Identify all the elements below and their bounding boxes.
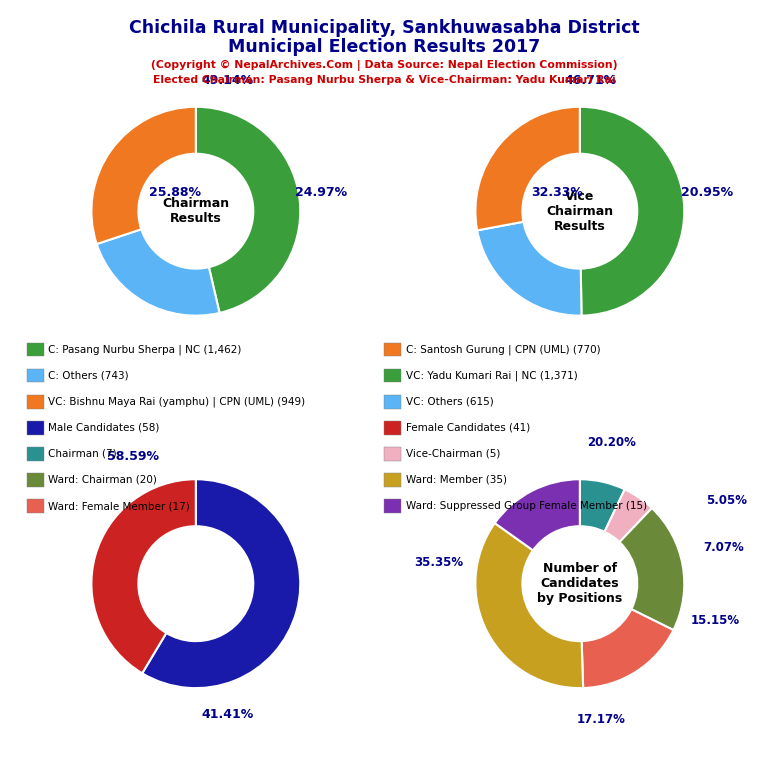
Text: 7.07%: 7.07% [703, 541, 744, 554]
Text: 25.88%: 25.88% [149, 186, 201, 199]
Text: VC: Yadu Kumari Rai | NC (1,371): VC: Yadu Kumari Rai | NC (1,371) [406, 370, 578, 381]
Wedge shape [142, 479, 300, 688]
Wedge shape [91, 107, 196, 244]
Wedge shape [580, 479, 624, 531]
Text: C: Pasang Nurbu Sherpa | NC (1,462): C: Pasang Nurbu Sherpa | NC (1,462) [48, 344, 242, 355]
Wedge shape [620, 508, 684, 630]
Wedge shape [475, 523, 583, 688]
Text: C: Santosh Gurung | CPN (UML) (770): C: Santosh Gurung | CPN (UML) (770) [406, 344, 600, 355]
Text: 46.71%: 46.71% [564, 74, 617, 87]
Text: Ward: Chairman (20): Ward: Chairman (20) [48, 475, 157, 485]
Text: 58.59%: 58.59% [108, 450, 159, 463]
Text: 41.41%: 41.41% [201, 708, 253, 720]
Text: 20.95%: 20.95% [681, 186, 733, 199]
Text: Ward: Female Member (17): Ward: Female Member (17) [48, 501, 190, 511]
Text: 35.35%: 35.35% [414, 556, 463, 569]
Text: 17.17%: 17.17% [576, 713, 625, 726]
Text: C: Others (743): C: Others (743) [48, 370, 129, 381]
Text: Ward: Member (35): Ward: Member (35) [406, 475, 507, 485]
Text: Male Candidates (58): Male Candidates (58) [48, 422, 160, 433]
Text: Vice-Chairman (5): Vice-Chairman (5) [406, 449, 500, 459]
Wedge shape [475, 107, 580, 230]
Text: 15.15%: 15.15% [691, 614, 740, 627]
Text: Chichila Rural Municipality, Sankhuwasabha District: Chichila Rural Municipality, Sankhuwasab… [129, 19, 639, 37]
Text: Chairman (7): Chairman (7) [48, 449, 117, 459]
Text: Female Candidates (41): Female Candidates (41) [406, 422, 530, 433]
Wedge shape [604, 489, 652, 542]
Wedge shape [580, 107, 684, 316]
Wedge shape [495, 479, 580, 551]
Wedge shape [581, 609, 674, 688]
Text: 5.05%: 5.05% [706, 494, 746, 507]
Text: Municipal Election Results 2017: Municipal Election Results 2017 [228, 38, 540, 56]
Wedge shape [196, 107, 300, 313]
Text: Vice
Chairman
Results: Vice Chairman Results [546, 190, 614, 233]
Text: 24.97%: 24.97% [295, 186, 347, 199]
Text: 32.33%: 32.33% [531, 186, 583, 199]
Text: Ward: Suppressed Group Female Member (15): Ward: Suppressed Group Female Member (15… [406, 501, 647, 511]
Text: 20.20%: 20.20% [587, 436, 636, 449]
Text: Chairman
Results: Chairman Results [162, 197, 230, 225]
Wedge shape [97, 230, 220, 316]
Wedge shape [477, 222, 581, 316]
Text: Number of
Candidates
by Positions: Number of Candidates by Positions [537, 562, 623, 605]
Text: VC: Others (615): VC: Others (615) [406, 396, 493, 407]
Text: Number of
Candidates
by Gender: Number of Candidates by Gender [157, 562, 235, 605]
Text: VC: Bishnu Maya Rai (yamphu) | CPN (UML) (949): VC: Bishnu Maya Rai (yamphu) | CPN (UML)… [48, 396, 306, 407]
Text: 49.14%: 49.14% [201, 74, 253, 87]
Wedge shape [91, 479, 196, 674]
Text: Elected Chairman: Pasang Nurbu Sherpa & Vice-Chairman: Yadu Kumari Rai: Elected Chairman: Pasang Nurbu Sherpa & … [153, 75, 615, 85]
Text: (Copyright © NepalArchives.Com | Data Source: Nepal Election Commission): (Copyright © NepalArchives.Com | Data So… [151, 60, 617, 71]
